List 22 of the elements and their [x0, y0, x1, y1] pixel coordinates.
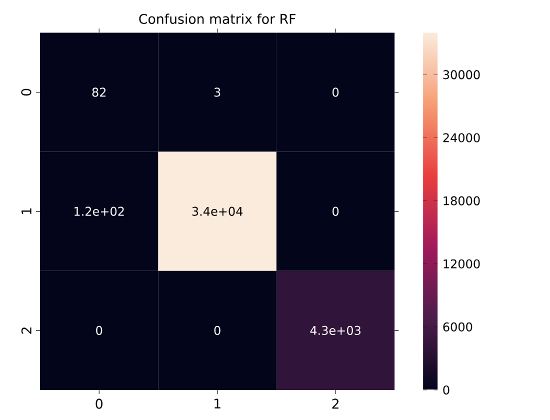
- x-tick-label: 1: [214, 398, 220, 408]
- x-tick-label: 0: [96, 398, 102, 409]
- y-tick-label: 2: [21, 328, 32, 334]
- color-bar-label: 24000: [443, 133, 480, 142]
- color-bar-label: 6000: [443, 322, 472, 332]
- data-label: 0: [96, 326, 102, 335]
- data-label: 0: [332, 88, 339, 97]
- color-bar-label: 12000: [444, 259, 480, 268]
- data-label: 4.3e+03: [310, 326, 360, 335]
- data-label: 1.2e+02: [74, 206, 124, 216]
- data-label: 0: [214, 326, 220, 335]
- data-label: 3.4e+04: [192, 206, 243, 216]
- color-bar-label: 30000: [443, 70, 480, 80]
- data-label: 82: [92, 88, 106, 97]
- chart-title: Confusion matrix for RF: [139, 14, 296, 24]
- color-bar-label: 18000: [444, 196, 480, 206]
- data-label: 3: [214, 88, 220, 97]
- data-label: 0: [332, 206, 339, 216]
- x-tick-label: 2: [332, 398, 338, 409]
- y-tick-label: 1: [22, 208, 32, 214]
- color-bar-label: 0: [443, 385, 450, 395]
- y-tick-label: 0: [21, 88, 32, 96]
